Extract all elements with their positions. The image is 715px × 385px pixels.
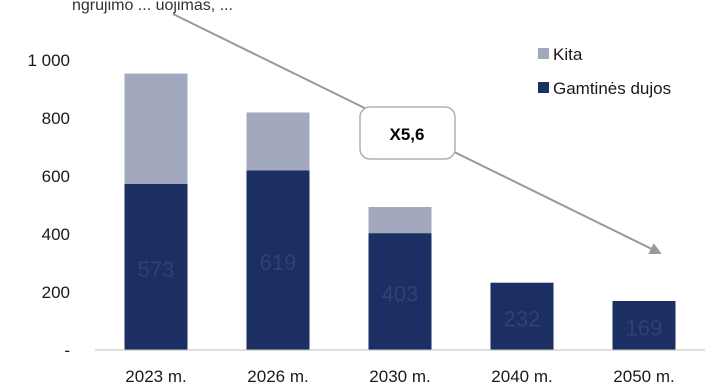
- y-tick-label-3: 600: [42, 167, 70, 186]
- y-tick-label-4: 800: [42, 109, 70, 128]
- y-tick-label-0: -: [64, 341, 70, 360]
- x-tick-label-0: 2023 m.: [125, 367, 186, 385]
- y-tick-label-2: 400: [42, 225, 70, 244]
- x-tick-label-1: 2026 m.: [247, 367, 308, 385]
- legend-swatch-gamtines-dujos: [538, 82, 549, 93]
- bars-layer: 573 619 403 232 169: [124, 73, 676, 350]
- data-label-3: 232: [504, 306, 541, 331]
- y-tick-label-1: 200: [42, 283, 70, 302]
- legend-swatch-kita: [538, 48, 549, 59]
- bar-kita-1: [246, 112, 310, 171]
- x-tick-label-4: 2050 m.: [613, 367, 674, 385]
- bar-kita-2: [368, 207, 432, 234]
- bar-gamtines-dujos-3: [490, 282, 554, 350]
- data-label-1: 619: [260, 250, 297, 275]
- bar-gamtines-dujos-1: [246, 170, 310, 350]
- x-tick-label-2: 2030 m.: [369, 367, 430, 385]
- legend-label-gamtines-dujos: Gamtinės dujos: [553, 79, 671, 98]
- annotation-box: [359, 106, 456, 160]
- bar-gamtines-dujos-2: [368, 233, 432, 350]
- data-label-4: 169: [626, 315, 663, 340]
- bar-kita-0: [124, 73, 188, 184]
- bar-gamtines-dujos-0: [124, 183, 188, 350]
- annotation-layer: X5,6: [172, 13, 662, 254]
- legend: Kita Gamtinės dujos: [538, 45, 671, 98]
- axis-layer: - 200 400 600 800 1 000 2023 m. 2026 m. 2030 m. 2…: [27, 51, 705, 385]
- x-tick-label-3: 2040 m.: [491, 367, 552, 385]
- bar-gamtines-dujos-4: [612, 300, 676, 350]
- data-label-2: 403: [382, 282, 419, 307]
- data-label-0: 573: [138, 257, 175, 282]
- annotation-text: X5,6: [390, 125, 425, 144]
- legend-label-kita: Kita: [553, 45, 583, 64]
- y-tick-label-5: 1 000: [27, 51, 70, 70]
- header-text: ngrujimo ... uojimas, ...: [72, 0, 233, 14]
